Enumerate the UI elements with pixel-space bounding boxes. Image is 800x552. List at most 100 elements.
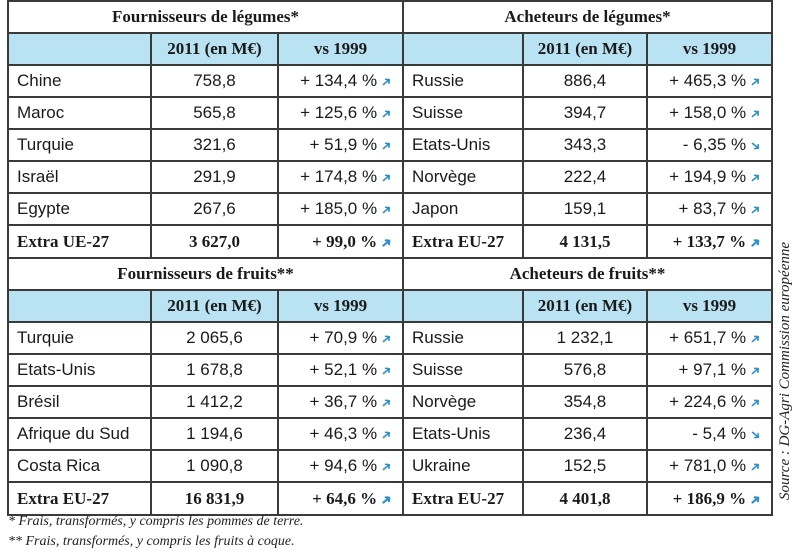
value-cell: 1 412,2 bbox=[150, 385, 279, 419]
arrow-up-right-icon: ➜ bbox=[377, 232, 396, 252]
change-cell: + 781,0 %➜ bbox=[645, 449, 774, 483]
total-value: 3 627,0 bbox=[150, 224, 279, 259]
total-row: Extra EU-27 16 831,9 + 64,6 %➜ Extra EU-27 4… bbox=[7, 481, 774, 516]
value-cell: 222,4 bbox=[522, 160, 648, 194]
value-cell: 1 194,6 bbox=[150, 417, 279, 451]
change-cell: + 158,0 %➜ bbox=[645, 96, 774, 130]
header-blank bbox=[402, 289, 524, 323]
change-cell: + 194,9 %➜ bbox=[645, 160, 774, 194]
value-cell: 2 065,6 bbox=[150, 321, 279, 355]
value-cell: 576,8 bbox=[522, 353, 648, 387]
arrow-up-right-icon: ➜ bbox=[746, 361, 765, 380]
change-cell: + 97,1 %➜ bbox=[645, 353, 774, 387]
country-cell: Norvège bbox=[402, 385, 524, 419]
country-cell: Brésil bbox=[7, 385, 152, 419]
arrow-down-right-icon: ➜ bbox=[746, 136, 765, 155]
table-row: Etats-Unis 1 678,8 + 52,1 %➜ Suisse 576,8 + 9… bbox=[7, 353, 774, 387]
arrow-up-right-icon: ➜ bbox=[377, 72, 396, 91]
arrow-up-right-icon: ➜ bbox=[746, 104, 765, 123]
change-value: + 781,0 % bbox=[669, 456, 747, 475]
column-header-row: 2011 (en M€) vs 1999 2011 (en M€) vs 1999 bbox=[7, 289, 774, 323]
value-cell: 1 678,8 bbox=[150, 353, 279, 387]
header-value: 2011 (en M€) bbox=[150, 289, 279, 323]
total-label: Extra EU-27 bbox=[402, 224, 524, 259]
change-cell: + 51,9 %➜ bbox=[277, 128, 404, 162]
table-row: Chine 758,8 + 134,4 %➜ Russie 886,4 + 465,3 %… bbox=[7, 64, 774, 98]
country-cell: Costa Rica bbox=[7, 449, 152, 483]
change-cell: + 125,6 %➜ bbox=[277, 96, 404, 130]
arrow-up-right-icon: ➜ bbox=[746, 457, 765, 476]
change-value: + 186,9 % bbox=[672, 488, 747, 508]
table-row: Egypte 267,6 + 185,0 %➜ Japon 159,1 + 83,7 %➜ bbox=[7, 192, 774, 226]
value-cell: 267,6 bbox=[150, 192, 279, 226]
change-cell: + 70,9 %➜ bbox=[277, 321, 404, 355]
footnotes: * Frais, transformés, y compris les pomm… bbox=[8, 512, 303, 552]
value-cell: 291,9 bbox=[150, 160, 279, 194]
footnote-fruits: ** Frais, transformés, y compris les fru… bbox=[8, 534, 295, 549]
total-label: Extra UE-27 bbox=[7, 224, 152, 259]
change-value: + 133,7 % bbox=[672, 231, 747, 251]
table-row: Maroc 565,8 + 125,6 %➜ Suisse 394,7 + 158,0 %… bbox=[7, 96, 774, 130]
total-change-cell: + 64,6 %➜ bbox=[277, 481, 404, 516]
arrow-up-right-icon: ➜ bbox=[377, 329, 396, 348]
value-cell: 152,5 bbox=[522, 449, 648, 483]
change-value: + 224,6 % bbox=[669, 392, 747, 411]
change-cell: + 174,8 %➜ bbox=[277, 160, 404, 194]
country-cell: Turquie bbox=[7, 321, 152, 355]
change-value: + 94,6 % bbox=[309, 456, 378, 475]
change-cell: + 52,1 %➜ bbox=[277, 353, 404, 387]
arrow-up-right-icon: ➜ bbox=[377, 425, 396, 444]
arrow-down-right-icon: ➜ bbox=[746, 425, 765, 444]
table-row: Israël 291,9 + 174,8 %➜ Norvège 222,4 + 194,9… bbox=[7, 160, 774, 194]
change-value: + 64,6 % bbox=[312, 488, 378, 508]
change-value: + 36,7 % bbox=[309, 392, 378, 411]
change-value: - 6,35 % bbox=[682, 135, 747, 154]
value-cell: 159,1 bbox=[522, 192, 648, 226]
change-cell: + 83,7 %➜ bbox=[645, 192, 774, 226]
arrow-up-right-icon: ➜ bbox=[377, 361, 396, 380]
table-row: Turquie 2 065,6 + 70,9 %➜ Russie 1 232,1 + 65… bbox=[7, 321, 774, 355]
change-value: + 174,8 % bbox=[300, 167, 378, 186]
section-title-left: Fournisseurs de fruits** bbox=[7, 257, 404, 291]
total-label: Extra EU-27 bbox=[7, 481, 152, 516]
country-cell: Russie bbox=[402, 321, 524, 355]
value-cell: 343,3 bbox=[522, 128, 648, 162]
change-value: + 97,1 % bbox=[678, 360, 747, 379]
arrow-up-right-icon: ➜ bbox=[377, 200, 396, 219]
source-note: Source : DG-Agri Commission européenne bbox=[777, 241, 793, 500]
country-cell: Japon bbox=[402, 192, 524, 226]
change-value: + 51,9 % bbox=[309, 135, 378, 154]
country-cell: Ukraine bbox=[402, 449, 524, 483]
value-cell: 321,6 bbox=[150, 128, 279, 162]
value-cell: 886,4 bbox=[522, 64, 648, 98]
country-cell: Maroc bbox=[7, 96, 152, 130]
country-cell: Etats-Unis bbox=[402, 128, 524, 162]
arrow-up-right-icon: ➜ bbox=[746, 393, 765, 412]
country-cell: Afrique du Sud bbox=[7, 417, 152, 451]
country-cell: Etats-Unis bbox=[402, 417, 524, 451]
change-cell: + 185,0 %➜ bbox=[277, 192, 404, 226]
section-title-right: Acheteurs de légumes* bbox=[401, 0, 774, 34]
arrow-up-right-icon: ➜ bbox=[746, 72, 765, 91]
arrow-up-right-icon: ➜ bbox=[746, 168, 765, 187]
header-value: 2011 (en M€) bbox=[522, 32, 648, 66]
value-cell: 236,4 bbox=[522, 417, 648, 451]
arrow-up-right-icon: ➜ bbox=[377, 393, 396, 412]
header-value: 2011 (en M€) bbox=[150, 32, 279, 66]
arrow-up-right-icon: ➜ bbox=[377, 136, 396, 155]
country-cell: Turquie bbox=[7, 128, 152, 162]
country-cell: Chine bbox=[7, 64, 152, 98]
change-value: + 134,4 % bbox=[300, 71, 378, 90]
change-cell: + 94,6 %➜ bbox=[277, 449, 404, 483]
country-cell: Suisse bbox=[402, 96, 524, 130]
change-value: + 99,0 % bbox=[312, 231, 378, 251]
footnote-vegetables: * Frais, transformés, y compris les pomm… bbox=[8, 514, 304, 529]
section-title-row: Fournisseurs de légumes* Acheteurs de lég… bbox=[7, 0, 774, 34]
total-value: 4 401,8 bbox=[522, 481, 648, 516]
arrow-up-right-icon: ➜ bbox=[377, 457, 396, 476]
arrow-up-right-icon: ➜ bbox=[746, 200, 765, 219]
trade-tables: Fournisseurs de légumes* Acheteurs de lég… bbox=[7, 0, 774, 516]
header-blank bbox=[7, 289, 152, 323]
country-cell: Egypte bbox=[7, 192, 152, 226]
value-cell: 1 232,1 bbox=[522, 321, 648, 355]
